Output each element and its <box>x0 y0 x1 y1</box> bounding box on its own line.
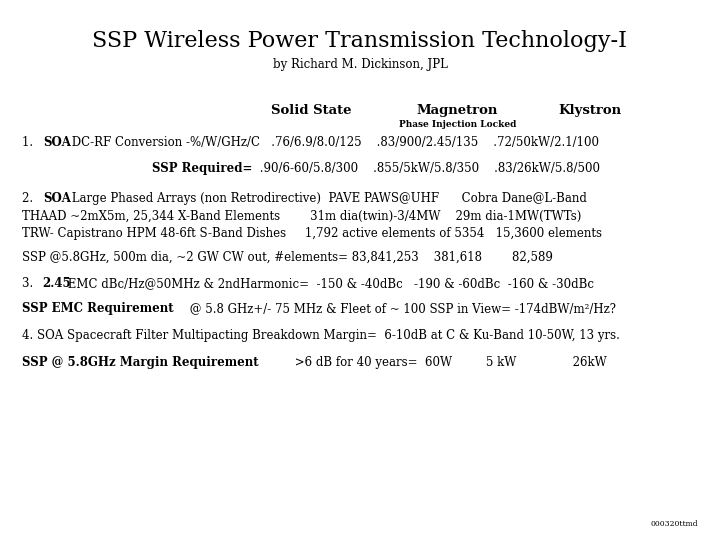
Text: 2.45: 2.45 <box>42 277 71 290</box>
Text: DC-RF Conversion -%/W/GHz/C   .76/6.9/8.0/125    .83/900/2.45/135    .72/50kW/2.: DC-RF Conversion -%/W/GHz/C .76/6.9/8.0/… <box>68 136 599 149</box>
Text: 1.: 1. <box>22 136 37 149</box>
Text: Magnetron: Magnetron <box>416 104 498 117</box>
Text: @ 5.8 GHz+/- 75 MHz & Fleet of ~ 100 SSP in View= -174dBW/m²/Hz?: @ 5.8 GHz+/- 75 MHz & Fleet of ~ 100 SSP… <box>186 302 616 315</box>
Text: SSP @ 5.8GHz Margin Requirement: SSP @ 5.8GHz Margin Requirement <box>22 356 258 369</box>
Text: SSP Required=: SSP Required= <box>152 162 252 175</box>
Text: THAAD ~2mX5m, 25,344 X-Band Elements        31m dia(twin)-3/4MW    29m dia-1MW(T: THAAD ~2mX5m, 25,344 X-Band Elements 31m… <box>22 210 581 222</box>
Text: by Richard M. Dickinson, JPL: by Richard M. Dickinson, JPL <box>273 58 447 71</box>
Text: Large Phased Arrays (non Retrodirective)  PAVE PAWS@UHF      Cobra Dane@L-Band: Large Phased Arrays (non Retrodirective)… <box>68 192 587 205</box>
Text: 000320ttmd: 000320ttmd <box>651 520 698 528</box>
Text: .90/6-60/5.8/300    .855/5kW/5.8/350    .83/26kW/5.8/500: .90/6-60/5.8/300 .855/5kW/5.8/350 .83/26… <box>256 162 600 175</box>
Text: Klystron: Klystron <box>559 104 622 117</box>
Text: SOA: SOA <box>43 136 71 149</box>
Text: SSP EMC Requirement: SSP EMC Requirement <box>22 302 174 315</box>
Text: TRW- Capistrano HPM 48-6ft S-Band Dishes     1,792 active elements of 5354   15,: TRW- Capistrano HPM 48-6ft S-Band Dishes… <box>22 227 602 240</box>
Text: >6 dB for 40 years=  60W         5 kW               26kW: >6 dB for 40 years= 60W 5 kW 26kW <box>291 356 607 369</box>
Text: SSP @5.8GHz, 500m dia, ~2 GW CW out, #elements= 83,841,253    381,618        82,: SSP @5.8GHz, 500m dia, ~2 GW CW out, #el… <box>22 251 552 264</box>
Text: SOA: SOA <box>43 192 71 205</box>
Text: Solid State: Solid State <box>271 104 351 117</box>
Text: 3.: 3. <box>22 277 37 290</box>
Text: SSP Wireless Power Transmission Technology-I: SSP Wireless Power Transmission Technolo… <box>92 30 628 52</box>
Text: EMC dBc/Hz@50MHz & 2ndHarmonic=  -150 & -40dBc   -190 & -60dBc  -160 & -30dBc: EMC dBc/Hz@50MHz & 2ndHarmonic= -150 & -… <box>64 277 594 290</box>
Text: 4. SOA Spacecraft Filter Multipacting Breakdown Margin=  6-10dB at C & Ku-Band 1: 4. SOA Spacecraft Filter Multipacting Br… <box>22 329 619 342</box>
Text: 2.: 2. <box>22 192 37 205</box>
Text: Phase Injection Locked: Phase Injection Locked <box>398 120 516 129</box>
